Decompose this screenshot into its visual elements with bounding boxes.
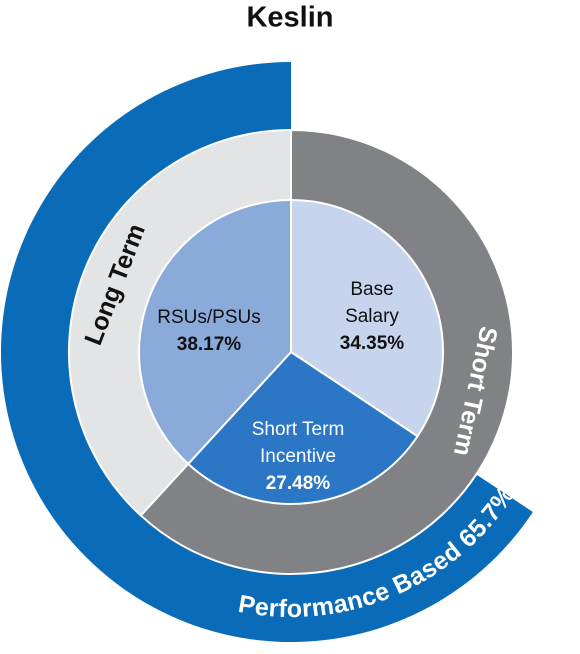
slice-label: Incentive	[260, 446, 336, 467]
pie-slice	[186, 350, 419, 505]
slice-label: Short Term	[252, 419, 345, 440]
slice-label: Salary	[345, 306, 399, 327]
chart-title: Keslin	[246, 2, 333, 34]
slice-value-label: 34.35%	[340, 333, 405, 354]
slice-value-label: 27.48%	[266, 473, 331, 494]
slice-label: RSUs/PSUs	[157, 307, 260, 328]
slice-label: Base	[350, 279, 393, 300]
pie-slice	[138, 198, 292, 466]
slice-value-label: 38.17%	[177, 334, 242, 355]
